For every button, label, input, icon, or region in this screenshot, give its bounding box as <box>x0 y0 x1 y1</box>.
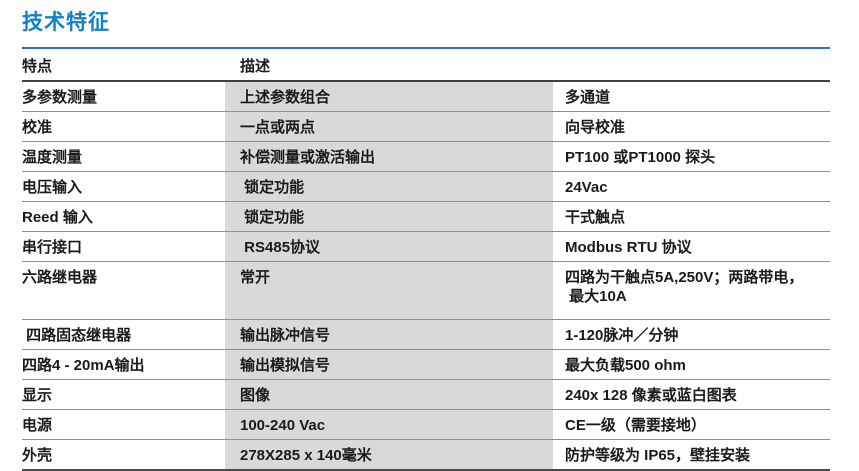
table-row: 显示 图像 240x 128 像素或蓝白图表 <box>22 380 830 410</box>
detail-cell: Modbus RTU 协议 <box>565 239 692 256</box>
column-header-feature: 特点 <box>22 58 53 75</box>
description-cell: 常开 <box>225 262 553 319</box>
description-cell: 锁定功能 <box>225 202 553 231</box>
description-cell: 锁定功能 <box>225 172 553 201</box>
detail-cell: 240x 128 像素或蓝白图表 <box>565 387 737 404</box>
feature-cell: 电压输入 <box>22 179 83 196</box>
description-cell: RS485协议 <box>225 232 553 261</box>
description-cell: 输出脉冲信号 <box>225 320 553 349</box>
spec-table: 特点 描述 多参数测量 上述参数组合 多通道校准 一点或两点 向导校准温度测量 补偿测量或… <box>22 49 830 471</box>
feature-cell: Reed 输入 <box>22 209 93 226</box>
feature-cell: 六路继电器 <box>22 269 98 286</box>
feature-cell: 校准 <box>22 119 53 136</box>
table-row: 校准 一点或两点 向导校准 <box>22 112 830 142</box>
column-header-description: 描述 <box>240 58 271 75</box>
title-divider <box>22 47 830 49</box>
feature-cell: 串行接口 <box>22 239 83 256</box>
description-cell: 输出模拟信号 <box>225 350 553 379</box>
feature-cell: 显示 <box>22 387 53 404</box>
feature-cell: 四路4 - 20mA输出 <box>22 357 145 374</box>
detail-cell: 多通道 <box>565 89 611 106</box>
table-row: 电压输入 锁定功能 24Vac <box>22 172 830 202</box>
detail-cell: 1-120脉冲／分钟 <box>565 327 679 344</box>
feature-cell: 四路固态继电器 <box>22 327 132 344</box>
table-body: 多参数测量 上述参数组合 多通道校准 一点或两点 向导校准温度测量 补偿测量或激活输出 PT… <box>22 82 830 471</box>
table-header-row: 特点 描述 <box>22 49 830 82</box>
table-row: 多参数测量 上述参数组合 多通道 <box>22 82 830 112</box>
table-row: 四路固态继电器 输出脉冲信号 1-120脉冲／分钟 <box>22 320 830 350</box>
table-row: 电源 100-240 Vac CE一级（需要接地） <box>22 410 830 440</box>
description-cell: 一点或两点 <box>225 112 553 141</box>
description-cell: 图像 <box>225 380 553 409</box>
table-row: 四路4 - 20mA输出 输出模拟信号 最大负载500 ohm <box>22 350 830 380</box>
table-row: 外壳 278X285 x 140毫米 防护等级为 IP65，壁挂安装 <box>22 440 830 471</box>
feature-cell: 电源 <box>22 417 53 434</box>
detail-cell: 干式触点 <box>565 209 626 226</box>
detail-cell: CE一级（需要接地） <box>565 417 706 434</box>
detail-cell: 防护等级为 IP65，壁挂安装 <box>565 447 751 464</box>
table-row: 六路继电器 常开 四路为干触点5A,250V；两路带电， 最大10A <box>22 262 830 320</box>
feature-cell: 温度测量 <box>22 149 83 166</box>
description-cell: 补偿测量或激活输出 <box>225 142 553 171</box>
feature-cell: 多参数测量 <box>22 89 98 106</box>
description-cell: 278X285 x 140毫米 <box>225 440 553 469</box>
table-row: 串行接口 RS485协议 Modbus RTU 协议 <box>22 232 830 262</box>
description-cell: 上述参数组合 <box>225 82 553 111</box>
detail-cell: 向导校准 <box>565 119 626 136</box>
detail-cell: 24Vac <box>565 179 608 196</box>
description-cell: 100-240 Vac <box>225 410 553 439</box>
table-row: Reed 输入 锁定功能 干式触点 <box>22 202 830 232</box>
page-title: 技术特征 <box>22 11 110 34</box>
detail-cell: 四路为干触点5A,250V；两路带电， 最大10A <box>565 269 804 305</box>
feature-cell: 外壳 <box>22 447 53 464</box>
column-header-blank <box>553 49 830 80</box>
detail-cell: 最大负载500 ohm <box>565 357 686 374</box>
table-row: 温度测量 补偿测量或激活输出 PT100 或PT1000 探头 <box>22 142 830 172</box>
detail-cell: PT100 或PT1000 探头 <box>565 149 716 166</box>
